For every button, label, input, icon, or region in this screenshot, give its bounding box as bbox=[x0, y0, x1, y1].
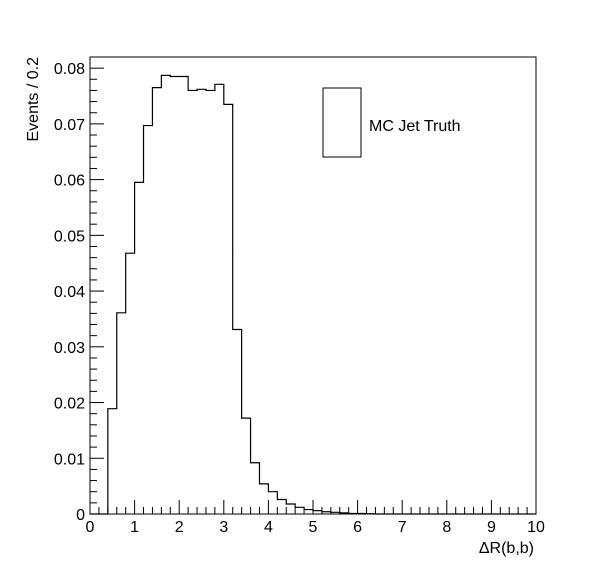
histogram-bin bbox=[224, 104, 233, 514]
y-tick-label: 0 bbox=[76, 507, 85, 524]
histogram-bin bbox=[170, 77, 179, 514]
x-tick-label: 2 bbox=[175, 519, 184, 536]
y-tick-label: 0.02 bbox=[54, 396, 85, 413]
x-tick-label: 8 bbox=[442, 519, 451, 536]
x-axis-title: ΔR(b,b) bbox=[479, 540, 534, 557]
histogram-bin bbox=[144, 126, 153, 514]
histogram-bin bbox=[259, 484, 268, 514]
y-tick-label: 0.04 bbox=[54, 284, 85, 301]
histogram-bin bbox=[268, 492, 277, 514]
x-tick-label: 7 bbox=[398, 519, 407, 536]
y-tick-label: 0.06 bbox=[54, 173, 85, 190]
x-axis: 0 1 2 3 4 5 6 7 8 9 10 bbox=[86, 500, 545, 536]
x-tick-label: 5 bbox=[309, 519, 318, 536]
y-axis-title: Events / 0.2 bbox=[25, 57, 42, 142]
x-tick-label: 0 bbox=[86, 519, 95, 536]
histogram-bin bbox=[215, 84, 224, 514]
x-tick-label: 1 bbox=[130, 519, 139, 536]
y-tick-label: 0.07 bbox=[54, 117, 85, 134]
x-tick-label: 4 bbox=[264, 519, 273, 536]
histogram-bin bbox=[286, 504, 295, 514]
plot-frame bbox=[89, 56, 537, 515]
histogram-bin bbox=[126, 253, 135, 514]
histogram-bin bbox=[304, 510, 313, 514]
y-tick-label: 0.05 bbox=[54, 228, 85, 245]
y-tick-label: 0.03 bbox=[54, 340, 85, 357]
histogram-bin bbox=[277, 500, 286, 514]
y-tick-label: 0.08 bbox=[54, 61, 85, 78]
histogram-bin bbox=[295, 507, 304, 514]
y-tick-label: 0.01 bbox=[54, 451, 85, 468]
x-tick-label: 6 bbox=[353, 519, 362, 536]
histogram-bin bbox=[135, 182, 144, 514]
x-tick-label: 10 bbox=[527, 519, 545, 536]
legend-swatch bbox=[322, 87, 362, 158]
histogram-outline bbox=[90, 74, 536, 515]
histogram-bin bbox=[152, 88, 161, 514]
histogram-bin bbox=[108, 409, 117, 514]
histogram-bin bbox=[179, 77, 188, 514]
histogram-bin bbox=[188, 90, 197, 514]
histogram-bin bbox=[233, 330, 242, 514]
x-tick-label: 3 bbox=[219, 519, 228, 536]
histogram-bin bbox=[251, 463, 260, 514]
histogram-bin bbox=[117, 313, 126, 514]
histogram-bin bbox=[206, 90, 215, 514]
x-tick-label: 9 bbox=[487, 519, 496, 536]
y-axis: 0 0.01 0.02 0.03 0.04 0.05 0.06 0.07 0.08 bbox=[54, 56, 104, 524]
histogram-bin bbox=[242, 418, 251, 514]
histogram-bin bbox=[197, 89, 206, 514]
histogram-bin bbox=[161, 75, 170, 514]
legend-label: MC Jet Truth bbox=[369, 118, 461, 135]
legend: MC Jet Truth bbox=[322, 87, 461, 158]
